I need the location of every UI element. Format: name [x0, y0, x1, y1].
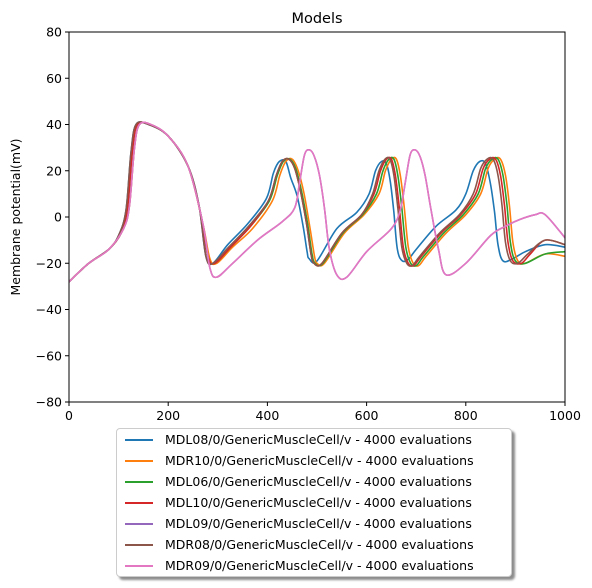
series-line-6 [68, 121, 566, 283]
legend-swatch [125, 522, 153, 525]
x-tick-label: 0 [65, 408, 73, 423]
x-tick-label: 400 [255, 408, 279, 423]
legend-item: MDL06/0/GenericMuscleCell/v - 4000 evalu… [125, 471, 472, 492]
x-tick-label: 600 [355, 408, 379, 423]
legend-swatch [125, 438, 153, 441]
y-tick-label: −20 [36, 256, 62, 271]
legend: MDL08/0/GenericMuscleCell/v - 4000 evalu… [116, 428, 512, 577]
plot-lines [68, 121, 566, 283]
legend-label: MDR09/0/GenericMuscleCell/v - 4000 evalu… [165, 558, 474, 573]
legend-label: MDR10/0/GenericMuscleCell/v - 4000 evalu… [165, 453, 474, 468]
legend-item: MDL09/0/GenericMuscleCell/v - 4000 evalu… [125, 513, 472, 534]
x-tick-label: 1000 [549, 408, 581, 423]
y-tick-label: 40 [46, 117, 62, 132]
legend-label: MDL06/0/GenericMuscleCell/v - 4000 evalu… [165, 474, 472, 489]
legend-item: MDR10/0/GenericMuscleCell/v - 4000 evalu… [125, 450, 474, 471]
series-line-0 [68, 121, 566, 283]
legend-label: MDR08/0/GenericMuscleCell/v - 4000 evalu… [165, 537, 474, 552]
legend-item: MDR09/0/GenericMuscleCell/v - 4000 evalu… [125, 555, 474, 576]
legend-swatch [125, 480, 153, 483]
legend-item: MDR08/0/GenericMuscleCell/v - 4000 evalu… [125, 534, 474, 555]
plot-frame [68, 31, 566, 403]
legend-item: MDL10/0/GenericMuscleCell/v - 4000 evalu… [125, 492, 472, 513]
y-tick-label: 0 [54, 210, 62, 225]
legend-label: MDL10/0/GenericMuscleCell/v - 4000 evalu… [165, 495, 472, 510]
series-line-4 [68, 121, 566, 283]
legend-label: MDL09/0/GenericMuscleCell/v - 4000 evalu… [165, 516, 472, 531]
series-line-1 [68, 121, 566, 283]
legend-item: MDL08/0/GenericMuscleCell/v - 4000 evalu… [125, 429, 472, 450]
y-tick-label: −80 [36, 395, 62, 410]
legend-swatch [125, 543, 153, 546]
y-axis: −80 −60 −40 −20 0 20 40 60 80 [36, 25, 69, 410]
chart-title: Models [291, 11, 342, 27]
y-axis-label: Membrane potential(mV) [8, 138, 23, 295]
x-tick-label: 200 [156, 408, 180, 423]
y-tick-label: 80 [46, 25, 62, 40]
y-tick-label: 20 [46, 163, 62, 178]
x-axis: 0 200 400 600 800 1000 [65, 402, 581, 423]
series-line-2 [68, 121, 566, 283]
legend-swatch [125, 459, 153, 462]
legend-swatch [125, 564, 153, 567]
y-tick-label: −40 [36, 302, 62, 317]
series-line-3 [68, 121, 566, 283]
x-tick-label: 800 [454, 408, 478, 423]
y-tick-label: −60 [36, 348, 62, 363]
legend-swatch [125, 501, 153, 504]
series-line-5 [68, 121, 566, 283]
legend-label: MDL08/0/GenericMuscleCell/v - 4000 evalu… [165, 432, 472, 447]
y-tick-label: 60 [46, 71, 62, 86]
